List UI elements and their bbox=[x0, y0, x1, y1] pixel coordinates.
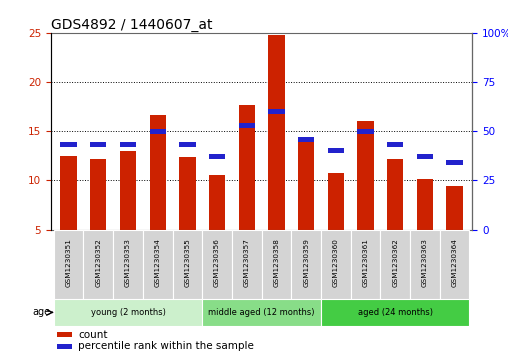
Bar bbox=[298, 141, 314, 230]
Bar bbox=[351, 230, 380, 299]
Text: GSM1230360: GSM1230360 bbox=[333, 238, 339, 287]
Text: middle aged (12 months): middle aged (12 months) bbox=[208, 308, 315, 317]
Bar bbox=[291, 230, 321, 299]
Text: GDS4892 / 1440607_at: GDS4892 / 1440607_at bbox=[51, 18, 212, 32]
Bar bbox=[328, 148, 344, 153]
Text: GSM1230361: GSM1230361 bbox=[363, 238, 368, 287]
Bar bbox=[90, 159, 107, 230]
Bar bbox=[410, 230, 440, 299]
Bar bbox=[387, 159, 403, 230]
Bar bbox=[83, 230, 113, 299]
Bar bbox=[149, 115, 166, 230]
Text: age: age bbox=[33, 307, 51, 317]
Bar bbox=[358, 121, 374, 230]
Bar bbox=[57, 344, 72, 349]
Bar bbox=[262, 230, 291, 299]
Bar bbox=[268, 34, 284, 230]
Bar bbox=[113, 230, 143, 299]
Bar bbox=[202, 230, 232, 299]
Bar bbox=[143, 230, 173, 299]
Bar bbox=[173, 230, 202, 299]
Text: GSM1230357: GSM1230357 bbox=[244, 238, 250, 287]
Text: GSM1230354: GSM1230354 bbox=[155, 238, 161, 287]
Bar bbox=[387, 143, 403, 147]
Text: GSM1230355: GSM1230355 bbox=[184, 238, 190, 287]
Bar bbox=[268, 109, 284, 114]
Bar bbox=[328, 172, 344, 230]
Bar bbox=[239, 123, 255, 128]
Text: percentile rank within the sample: percentile rank within the sample bbox=[78, 342, 254, 351]
Bar bbox=[90, 143, 107, 147]
Bar bbox=[321, 230, 351, 299]
Text: GSM1230362: GSM1230362 bbox=[392, 238, 398, 287]
Bar bbox=[202, 299, 321, 326]
Bar bbox=[380, 230, 410, 299]
Text: GSM1230363: GSM1230363 bbox=[422, 238, 428, 287]
Bar bbox=[54, 299, 202, 326]
Bar bbox=[232, 230, 262, 299]
Bar bbox=[417, 179, 433, 230]
Text: GSM1230353: GSM1230353 bbox=[125, 238, 131, 287]
Bar bbox=[239, 105, 255, 230]
Text: young (2 months): young (2 months) bbox=[90, 308, 166, 317]
Text: GSM1230352: GSM1230352 bbox=[96, 238, 101, 287]
Text: GSM1230358: GSM1230358 bbox=[273, 238, 279, 287]
Bar bbox=[179, 143, 196, 147]
Bar bbox=[440, 230, 469, 299]
Text: GSM1230364: GSM1230364 bbox=[452, 238, 458, 287]
Text: GSM1230356: GSM1230356 bbox=[214, 238, 220, 287]
Bar bbox=[447, 160, 463, 165]
Bar bbox=[60, 156, 77, 230]
Bar bbox=[54, 230, 83, 299]
Bar bbox=[209, 154, 225, 159]
Bar bbox=[209, 175, 225, 230]
Bar bbox=[57, 332, 72, 337]
Text: GSM1230359: GSM1230359 bbox=[303, 238, 309, 287]
Bar bbox=[447, 186, 463, 230]
Text: count: count bbox=[78, 330, 108, 340]
Bar bbox=[358, 129, 374, 134]
Text: GSM1230351: GSM1230351 bbox=[66, 238, 72, 287]
Bar bbox=[298, 136, 314, 142]
Bar bbox=[120, 143, 136, 147]
Bar bbox=[120, 151, 136, 230]
Text: aged (24 months): aged (24 months) bbox=[358, 308, 433, 317]
Bar bbox=[179, 157, 196, 230]
Bar bbox=[417, 154, 433, 159]
Bar bbox=[60, 143, 77, 147]
Bar bbox=[149, 129, 166, 134]
Bar bbox=[321, 299, 469, 326]
